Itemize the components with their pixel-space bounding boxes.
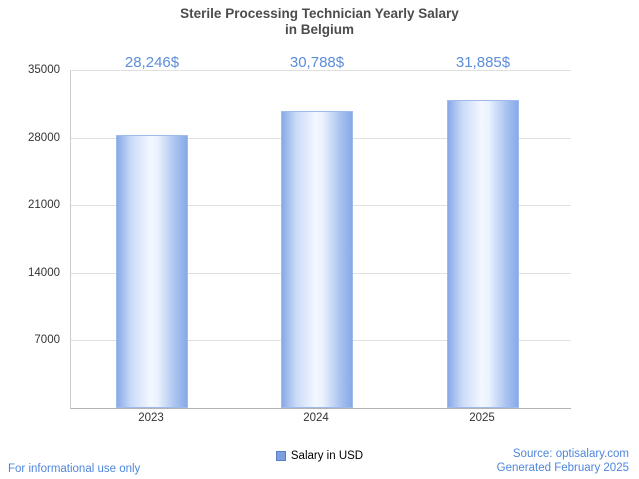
chart-title-line2: in Belgium: [284, 22, 354, 37]
y-tick-7000: 7000: [34, 334, 60, 347]
y-tick-14000: 14000: [28, 266, 60, 279]
disclaimer-text: For informational use only: [8, 463, 141, 475]
bar-2023: [116, 135, 188, 408]
bar-value-2025: 31,885$: [455, 54, 511, 71]
x-axis: 2023 2024 2025: [70, 412, 570, 428]
source-block: Source: optisalary.com Generated Februar…: [497, 447, 629, 475]
bar-value-2024: 30,788$: [289, 54, 345, 71]
bar-value-2023: 28,246$: [124, 54, 180, 71]
generated-text: Generated February 2025: [496, 462, 629, 474]
x-tick-2025: 2025: [469, 412, 495, 424]
source-text: Source: optisalary.com: [512, 448, 629, 460]
bar-2024: [281, 110, 353, 408]
y-tick-21000: 21000: [28, 199, 60, 212]
plot-area: 28,246$ 30,788$ 31,885$: [70, 54, 571, 409]
bar-2025: [447, 100, 519, 408]
y-axis: 35000 28000 21000 14000 7000: [0, 64, 64, 408]
x-tick-2023: 2023: [138, 412, 164, 424]
y-tick-35000: 35000: [28, 64, 60, 76]
chart-title-line1: Sterile Processing Technician Yearly Sal…: [180, 6, 459, 21]
y-tick-28000: 28000: [28, 131, 60, 144]
legend-label: Salary in USD: [290, 450, 364, 462]
legend-swatch-icon: [275, 451, 286, 461]
chart-title: Sterile Processing Technician Yearly Sal…: [0, 6, 639, 38]
chart-legend: Salary in USD: [0, 450, 639, 462]
x-tick-2024: 2024: [303, 412, 329, 424]
gridline-35000: [71, 70, 571, 71]
